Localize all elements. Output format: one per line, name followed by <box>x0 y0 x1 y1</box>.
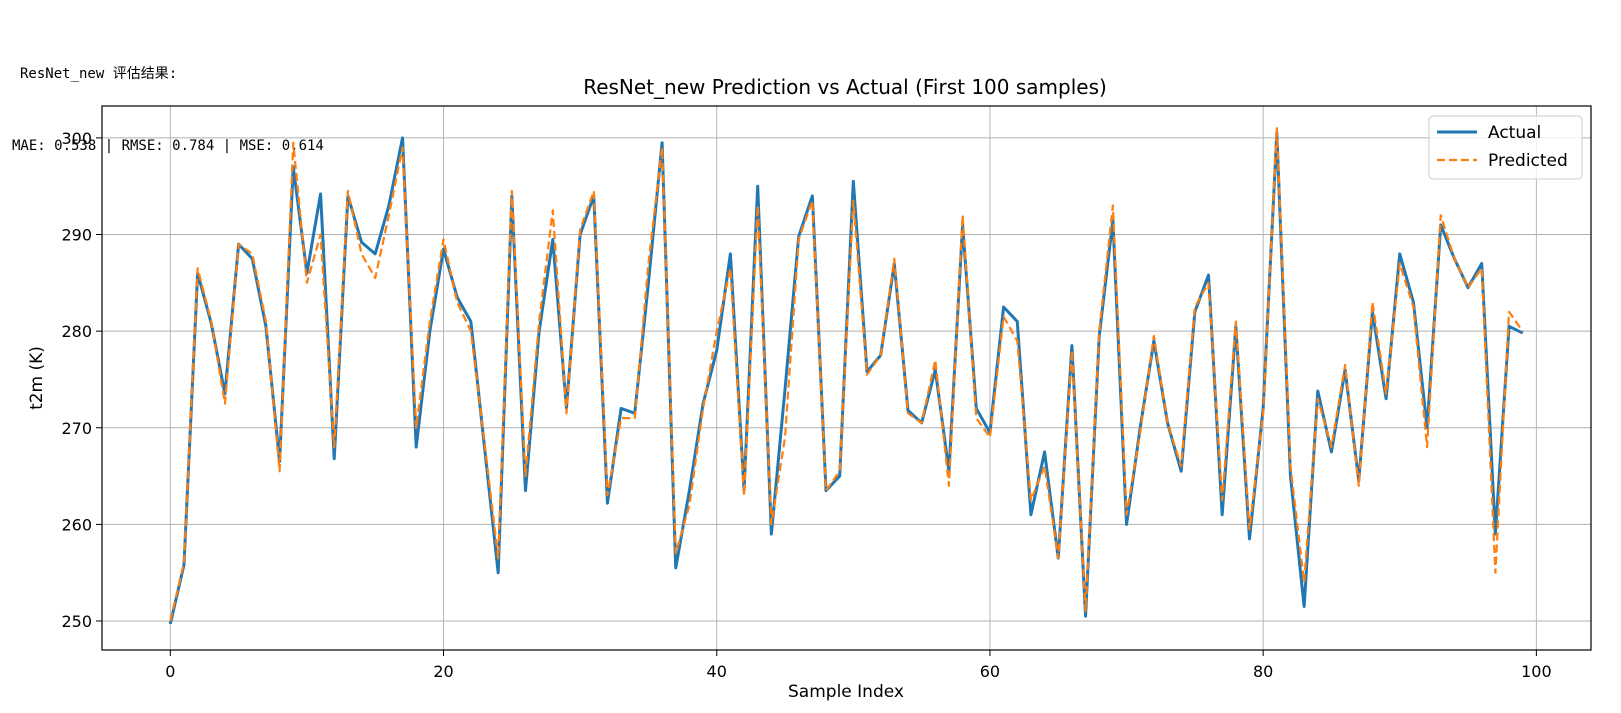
console-output: ResNet_new 评估结果: MAE: 0.538 | RMSE: 0.78… <box>12 14 324 182</box>
eval-header: ResNet_new 评估结果: <box>20 66 178 82</box>
y-tick-label: 290 <box>61 226 92 245</box>
series-line-predicted <box>169 127 1524 622</box>
y-tick-label: 260 <box>61 515 92 534</box>
x-axis-label: Sample Index <box>788 682 904 702</box>
legend-predicted-label: Predicted <box>1488 151 1568 171</box>
y-tick-label: 250 <box>61 612 92 631</box>
x-tick-label: 100 <box>1521 662 1552 681</box>
y-tick-label: 270 <box>61 419 92 438</box>
axis-ticks: 0 20 40 60 80 100 250 260 270 280 290 300 <box>61 129 1551 681</box>
x-tick-label: 40 <box>707 662 727 681</box>
y-tick-label: 280 <box>61 322 92 341</box>
chart-title: ResNet_new Prediction vs Actual (First 1… <box>583 75 1107 99</box>
legend: Actual Predicted <box>1428 115 1583 180</box>
eval-metrics: MAE: 0.538 | RMSE: 0.784 | MSE: 0.614 <box>12 138 324 154</box>
x-tick-label: 20 <box>433 662 453 681</box>
grid <box>102 106 1591 650</box>
y-tick-label: 300 <box>61 129 92 148</box>
series-line-actual <box>168 131 1524 625</box>
y-axis-label: t2m (K) <box>27 346 47 410</box>
series-layer <box>168 127 1524 625</box>
x-tick-label: 80 <box>1253 662 1273 681</box>
x-tick-label: 60 <box>980 662 1000 681</box>
x-tick-label: 0 <box>165 662 175 681</box>
legend-actual-label: Actual <box>1488 123 1541 143</box>
plot-frame <box>101 105 1592 651</box>
